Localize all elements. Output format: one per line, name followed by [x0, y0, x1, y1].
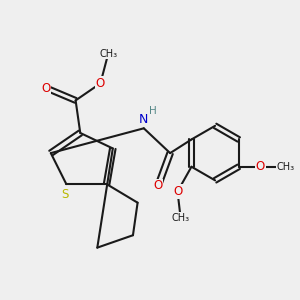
Text: O: O [41, 82, 51, 94]
Text: CH₃: CH₃ [172, 213, 190, 223]
Text: H: H [149, 106, 157, 116]
Text: N: N [139, 113, 148, 126]
Text: S: S [61, 188, 68, 200]
Text: O: O [153, 179, 162, 192]
Text: O: O [256, 160, 265, 173]
Text: O: O [173, 185, 182, 198]
Text: CH₃: CH₃ [276, 162, 294, 172]
Text: O: O [96, 77, 105, 90]
Text: CH₃: CH₃ [99, 49, 117, 59]
